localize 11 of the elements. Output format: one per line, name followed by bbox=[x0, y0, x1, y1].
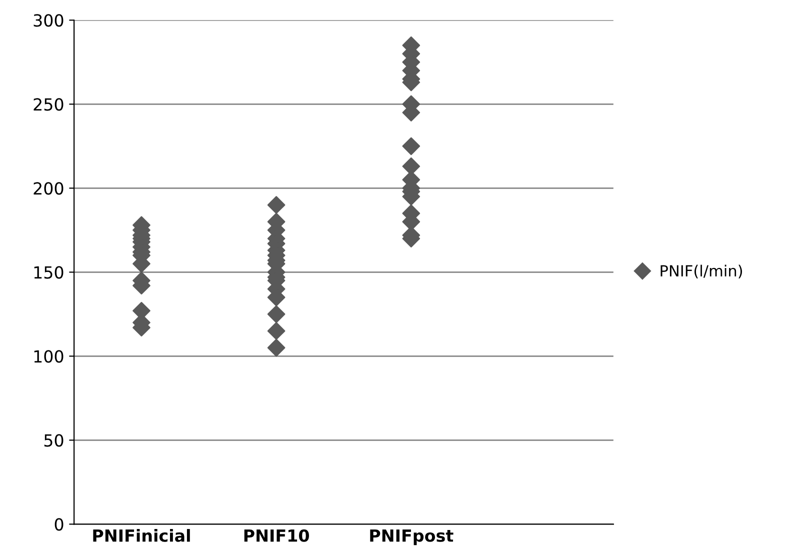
x-tick-label: PNIF10 bbox=[244, 529, 309, 542]
y-tick-label: 200 bbox=[34, 182, 64, 195]
y-tick-label: 50 bbox=[44, 434, 64, 447]
y-tick-label: 150 bbox=[34, 266, 64, 279]
y-tick-label: 0 bbox=[54, 518, 64, 531]
legend-label: PNIF(l/min) bbox=[660, 264, 742, 278]
x-tick-label: PNIFpost bbox=[370, 530, 454, 546]
y-tick-label: 100 bbox=[34, 350, 64, 363]
y-tick-label: 250 bbox=[34, 98, 64, 111]
y-tick-label: 300 bbox=[34, 14, 64, 27]
x-tick-label: PNIFinicial bbox=[93, 529, 190, 542]
